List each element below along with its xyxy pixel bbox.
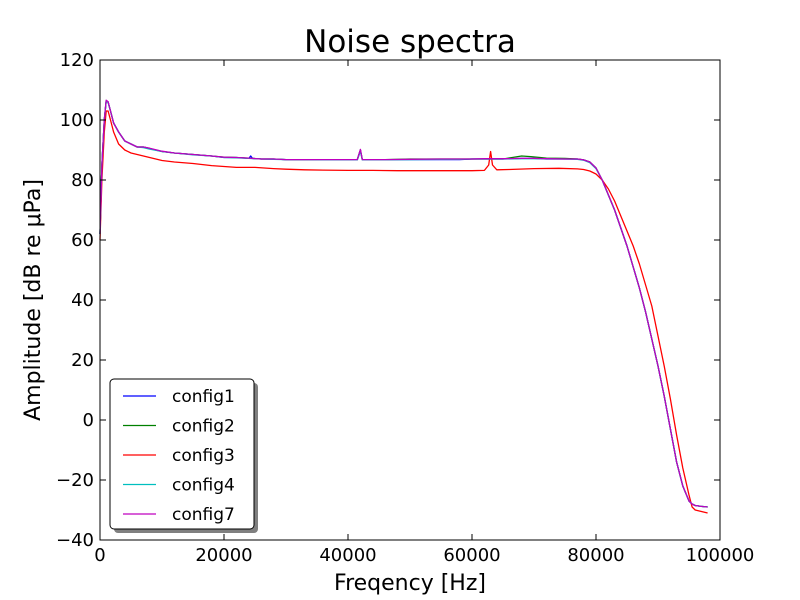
- legend-label-config1: config1: [172, 387, 235, 407]
- y-tick-label: 80: [71, 170, 94, 191]
- x-axis-ticks: 0 20000 40000 60000 80000 100000: [94, 60, 754, 566]
- series-line-config3: [99, 110, 708, 514]
- y-axis-ticks: −40 −20 0 20 40 60 80 100 120: [56, 50, 720, 551]
- y-tick-label: 120: [60, 50, 94, 71]
- x-tick-label: 100000: [686, 545, 755, 566]
- series-lines: [99, 99, 708, 514]
- y-tick-label: 60: [71, 230, 94, 251]
- y-tick-label: 40: [71, 290, 94, 311]
- legend-items: config1 config2 config3 config4 config7: [123, 387, 235, 525]
- legend-box: [109, 378, 255, 530]
- y-tick-label: −20: [56, 470, 94, 491]
- y-axis-title: Amplitude [dB re μPa]: [21, 179, 46, 421]
- y-tick-label: 20: [71, 350, 94, 371]
- y-tick-label: −40: [56, 530, 94, 551]
- x-tick-label: 0: [94, 545, 105, 566]
- legend-label-config2: config2: [172, 417, 235, 437]
- x-axis-title: Freqency [Hz]: [334, 571, 486, 596]
- x-tick-label: 80000: [567, 545, 624, 566]
- legend-label-config3: config3: [172, 446, 235, 466]
- legend: config1 config2 config3 config4 config7: [109, 378, 258, 533]
- chart-title: Noise spectra: [304, 24, 516, 60]
- legend-label-config4: config4: [172, 476, 235, 496]
- x-tick-label: 60000: [443, 545, 500, 566]
- series-line-config7: [99, 99, 708, 508]
- legend-label-config7: config7: [172, 505, 235, 525]
- y-tick-label: 100: [60, 110, 94, 131]
- y-tick-label: 0: [83, 410, 94, 431]
- x-tick-label: 40000: [319, 545, 376, 566]
- x-tick-label: 20000: [195, 545, 252, 566]
